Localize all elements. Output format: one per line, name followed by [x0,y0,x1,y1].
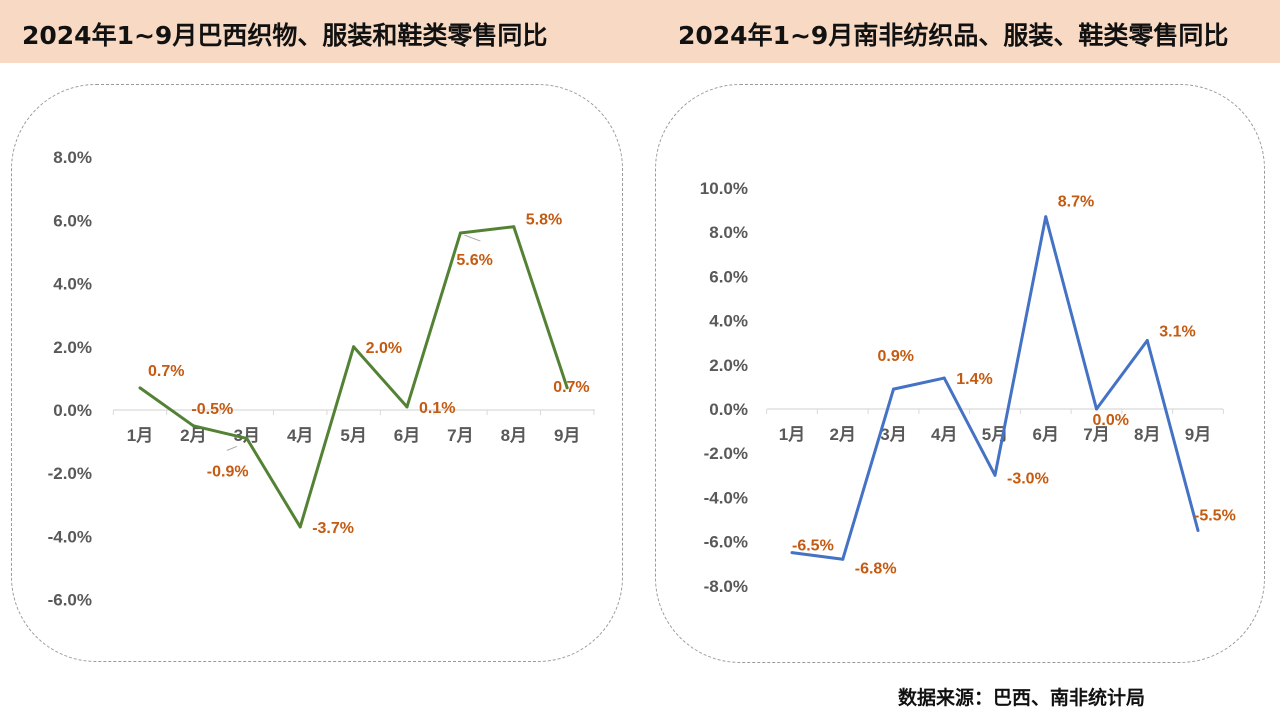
data-point [1095,407,1098,411]
y-tick-label: -2.0% [48,464,92,483]
title-bar: 2024年1~9月巴西织物、服装和鞋类零售同比 2024年1~9月南非纺织品、服… [0,0,1280,63]
data-label: 0.0% [1093,412,1129,429]
y-tick-label: -4.0% [704,488,748,507]
data-label: 0.7% [148,363,184,380]
y-tick-label: -8.0% [704,577,748,596]
y-tick-label: 4.0% [53,275,92,294]
series-line [791,215,1200,561]
label-leader-line [226,445,237,451]
data-point [352,345,356,349]
y-tick-label: 0.0% [709,400,748,419]
data-label: -5.5% [1194,508,1236,525]
data-label: -6.8% [855,560,897,577]
data-label: -3.0% [1007,470,1049,487]
data-point [841,557,845,561]
x-category-label: 3月 [234,426,260,445]
y-tick-label: 4.0% [709,312,748,331]
y-tick-label: 2.0% [53,338,92,357]
data-point [512,225,516,229]
right-chart-title: 2024年1~9月南非纺织品、服装、鞋类零售同比 [678,21,1229,50]
x-category-label: 7月 [447,426,473,445]
y-tick-label: 10.0% [700,179,748,198]
x-category-label: 9月 [1185,425,1211,444]
y-tick-label: -4.0% [48,527,92,546]
south-africa-chart-panel [655,84,1265,663]
data-label: 1.4% [956,371,992,388]
y-tick-label: 6.0% [53,211,92,230]
y-tick-label: -2.0% [704,444,748,463]
brazil-chart-panel [11,84,623,662]
data-label: 0.7% [553,379,589,396]
x-category-label: 3月 [880,425,906,444]
data-point [458,231,462,235]
data-label: 8.7% [1058,194,1094,211]
x-category-label: 6月 [394,426,420,445]
x-category-label: 2月 [180,426,206,445]
x-category-label: 1月 [779,425,805,444]
data-label: 5.8% [526,212,562,229]
data-label: -0.5% [191,401,233,418]
data-point [1145,338,1149,342]
x-category-label: 1月 [127,426,153,445]
data-point [892,387,895,391]
data-label: 0.9% [878,348,914,365]
y-tick-label: 2.0% [709,356,748,375]
data-label: 3.1% [1159,323,1195,340]
y-tick-label: 8.0% [709,223,748,242]
x-category-label: 4月 [287,426,313,445]
x-category-label: 7月 [1083,425,1109,444]
data-label: -0.9% [207,463,249,480]
data-point [245,436,249,440]
x-category-label: 9月 [554,426,580,445]
x-category-label: 8月 [501,426,527,445]
left-chart-title: 2024年1~9月巴西织物、服装和鞋类零售同比 [22,21,548,50]
data-point [1196,529,1200,533]
y-tick-label: 8.0% [53,148,92,167]
data-source-note: 数据来源：巴西、南非统计局 [898,687,1146,709]
data-point [565,386,569,390]
y-tick-label: 6.0% [709,267,748,286]
y-tick-label: -6.0% [704,533,748,552]
y-tick-label: 0.0% [53,401,92,420]
label-leader-line [464,234,481,242]
data-label: 0.1% [419,400,455,417]
data-point [405,405,409,409]
x-category-label: 5月 [340,426,366,445]
data-label: 2.0% [366,340,402,357]
y-tick-label: -6.0% [48,591,92,610]
data-point [790,551,794,555]
data-point [191,424,195,428]
x-category-label: 8月 [1134,425,1160,444]
data-label: -3.7% [312,520,354,537]
data-label: -6.5% [792,538,834,555]
x-category-label: 2月 [830,425,856,444]
data-point [993,473,997,477]
data-point [1044,215,1048,219]
data-point [298,525,302,529]
data-point [942,376,946,380]
data-label: 5.6% [456,252,492,269]
x-category-label: 4月 [931,425,957,444]
data-point [138,386,142,390]
x-category-label: 6月 [1033,425,1059,444]
